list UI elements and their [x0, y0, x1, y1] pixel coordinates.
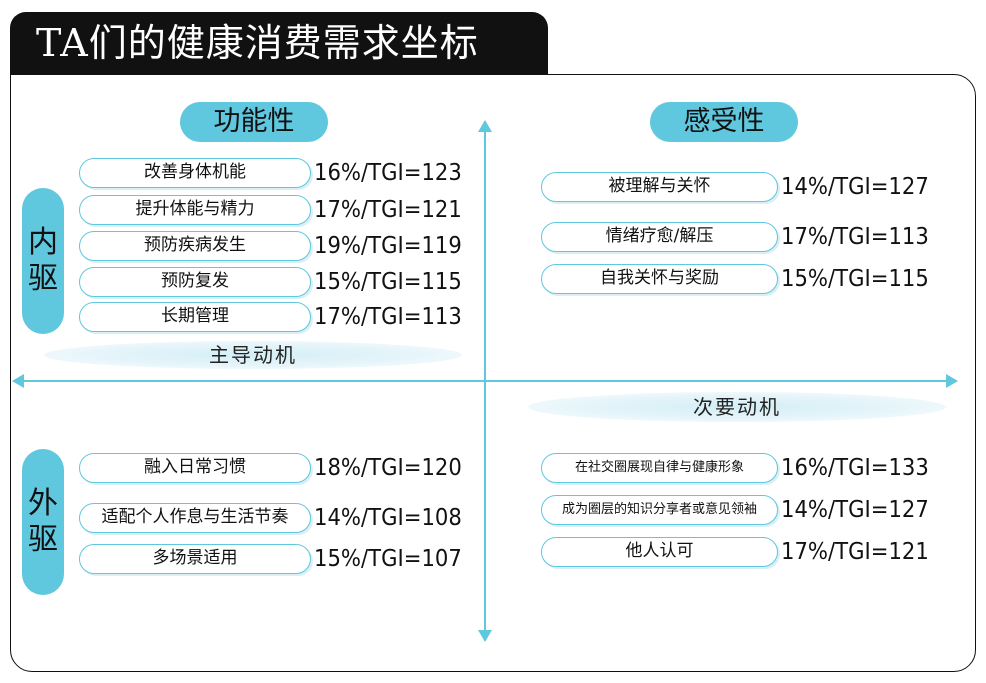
item-pill: 情绪疗愈/解压 [541, 222, 778, 252]
item-pill: 预防疾病发生 [79, 231, 311, 261]
item-pill: 预防复发 [79, 267, 311, 297]
item-stat: 17%/TGI=113 [314, 304, 462, 330]
item-pill: 他人认可 [541, 537, 778, 567]
item-pill: 多场景适用 [79, 544, 311, 574]
arrow-left-icon [12, 374, 24, 388]
side-label-internal: 内 驱 [22, 188, 64, 334]
primary-motive-label: 主导动机 [44, 341, 462, 369]
item-stat: 16%/TGI=123 [314, 160, 462, 186]
item-stat: 14%/TGI=108 [314, 505, 462, 531]
item-stat: 14%/TGI=127 [781, 497, 929, 523]
side-label-internal-char-2: 驱 [28, 261, 58, 296]
item-stat: 16%/TGI=133 [781, 455, 929, 481]
item-stat: 18%/TGI=120 [314, 455, 462, 481]
item-stat: 15%/TGI=107 [314, 546, 462, 572]
side-label-internal-char-1: 内 [28, 225, 58, 260]
item-pill: 自我关怀与奖励 [541, 264, 778, 294]
item-pill: 长期管理 [79, 302, 311, 332]
item-pill: 在社交圈展现自律与健康形象 [541, 453, 778, 483]
item-stat: 15%/TGI=115 [314, 269, 462, 295]
quadrant-title-functional: 功能性 [180, 102, 328, 142]
item-stat: 17%/TGI=113 [781, 224, 929, 250]
chart-frame [10, 74, 976, 672]
item-pill: 适配个人作息与生活节奏 [79, 503, 311, 533]
vertical-axis [484, 128, 486, 638]
item-pill: 提升体能与精力 [79, 195, 311, 225]
item-stat: 14%/TGI=127 [781, 174, 929, 200]
secondary-motive-label: 次要动机 [528, 392, 946, 422]
side-label-external-char-2: 驱 [28, 522, 58, 557]
item-stat: 17%/TGI=121 [314, 197, 462, 223]
arrow-down-icon [478, 630, 492, 642]
arrow-right-icon [946, 374, 958, 388]
item-stat: 15%/TGI=115 [781, 266, 929, 292]
side-label-external-char-1: 外 [28, 486, 58, 521]
arrow-up-icon [478, 120, 492, 132]
item-pill: 成为圈层的知识分享者或意见领袖 [541, 495, 778, 525]
item-stat: 17%/TGI=121 [781, 539, 929, 565]
item-stat: 19%/TGI=119 [314, 233, 462, 259]
item-pill: 改善身体机能 [79, 158, 311, 188]
quadrant-title-emotional: 感受性 [650, 102, 798, 142]
side-label-external: 外 驱 [22, 449, 64, 595]
item-pill: 被理解与关怀 [541, 172, 778, 202]
page-title: TA们的健康消费需求坐标 [10, 12, 548, 74]
item-pill: 融入日常习惯 [79, 453, 311, 483]
